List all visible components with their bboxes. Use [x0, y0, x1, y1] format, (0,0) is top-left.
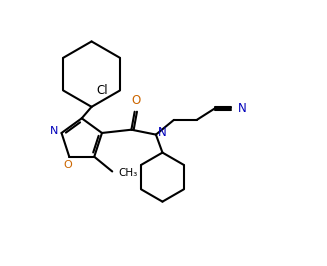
Text: O: O — [63, 160, 72, 170]
Text: Cl: Cl — [97, 84, 109, 97]
Text: N: N — [238, 102, 247, 115]
Text: N: N — [50, 126, 58, 136]
Text: O: O — [132, 94, 141, 107]
Text: N: N — [158, 126, 166, 139]
Text: CH₃: CH₃ — [118, 168, 137, 178]
